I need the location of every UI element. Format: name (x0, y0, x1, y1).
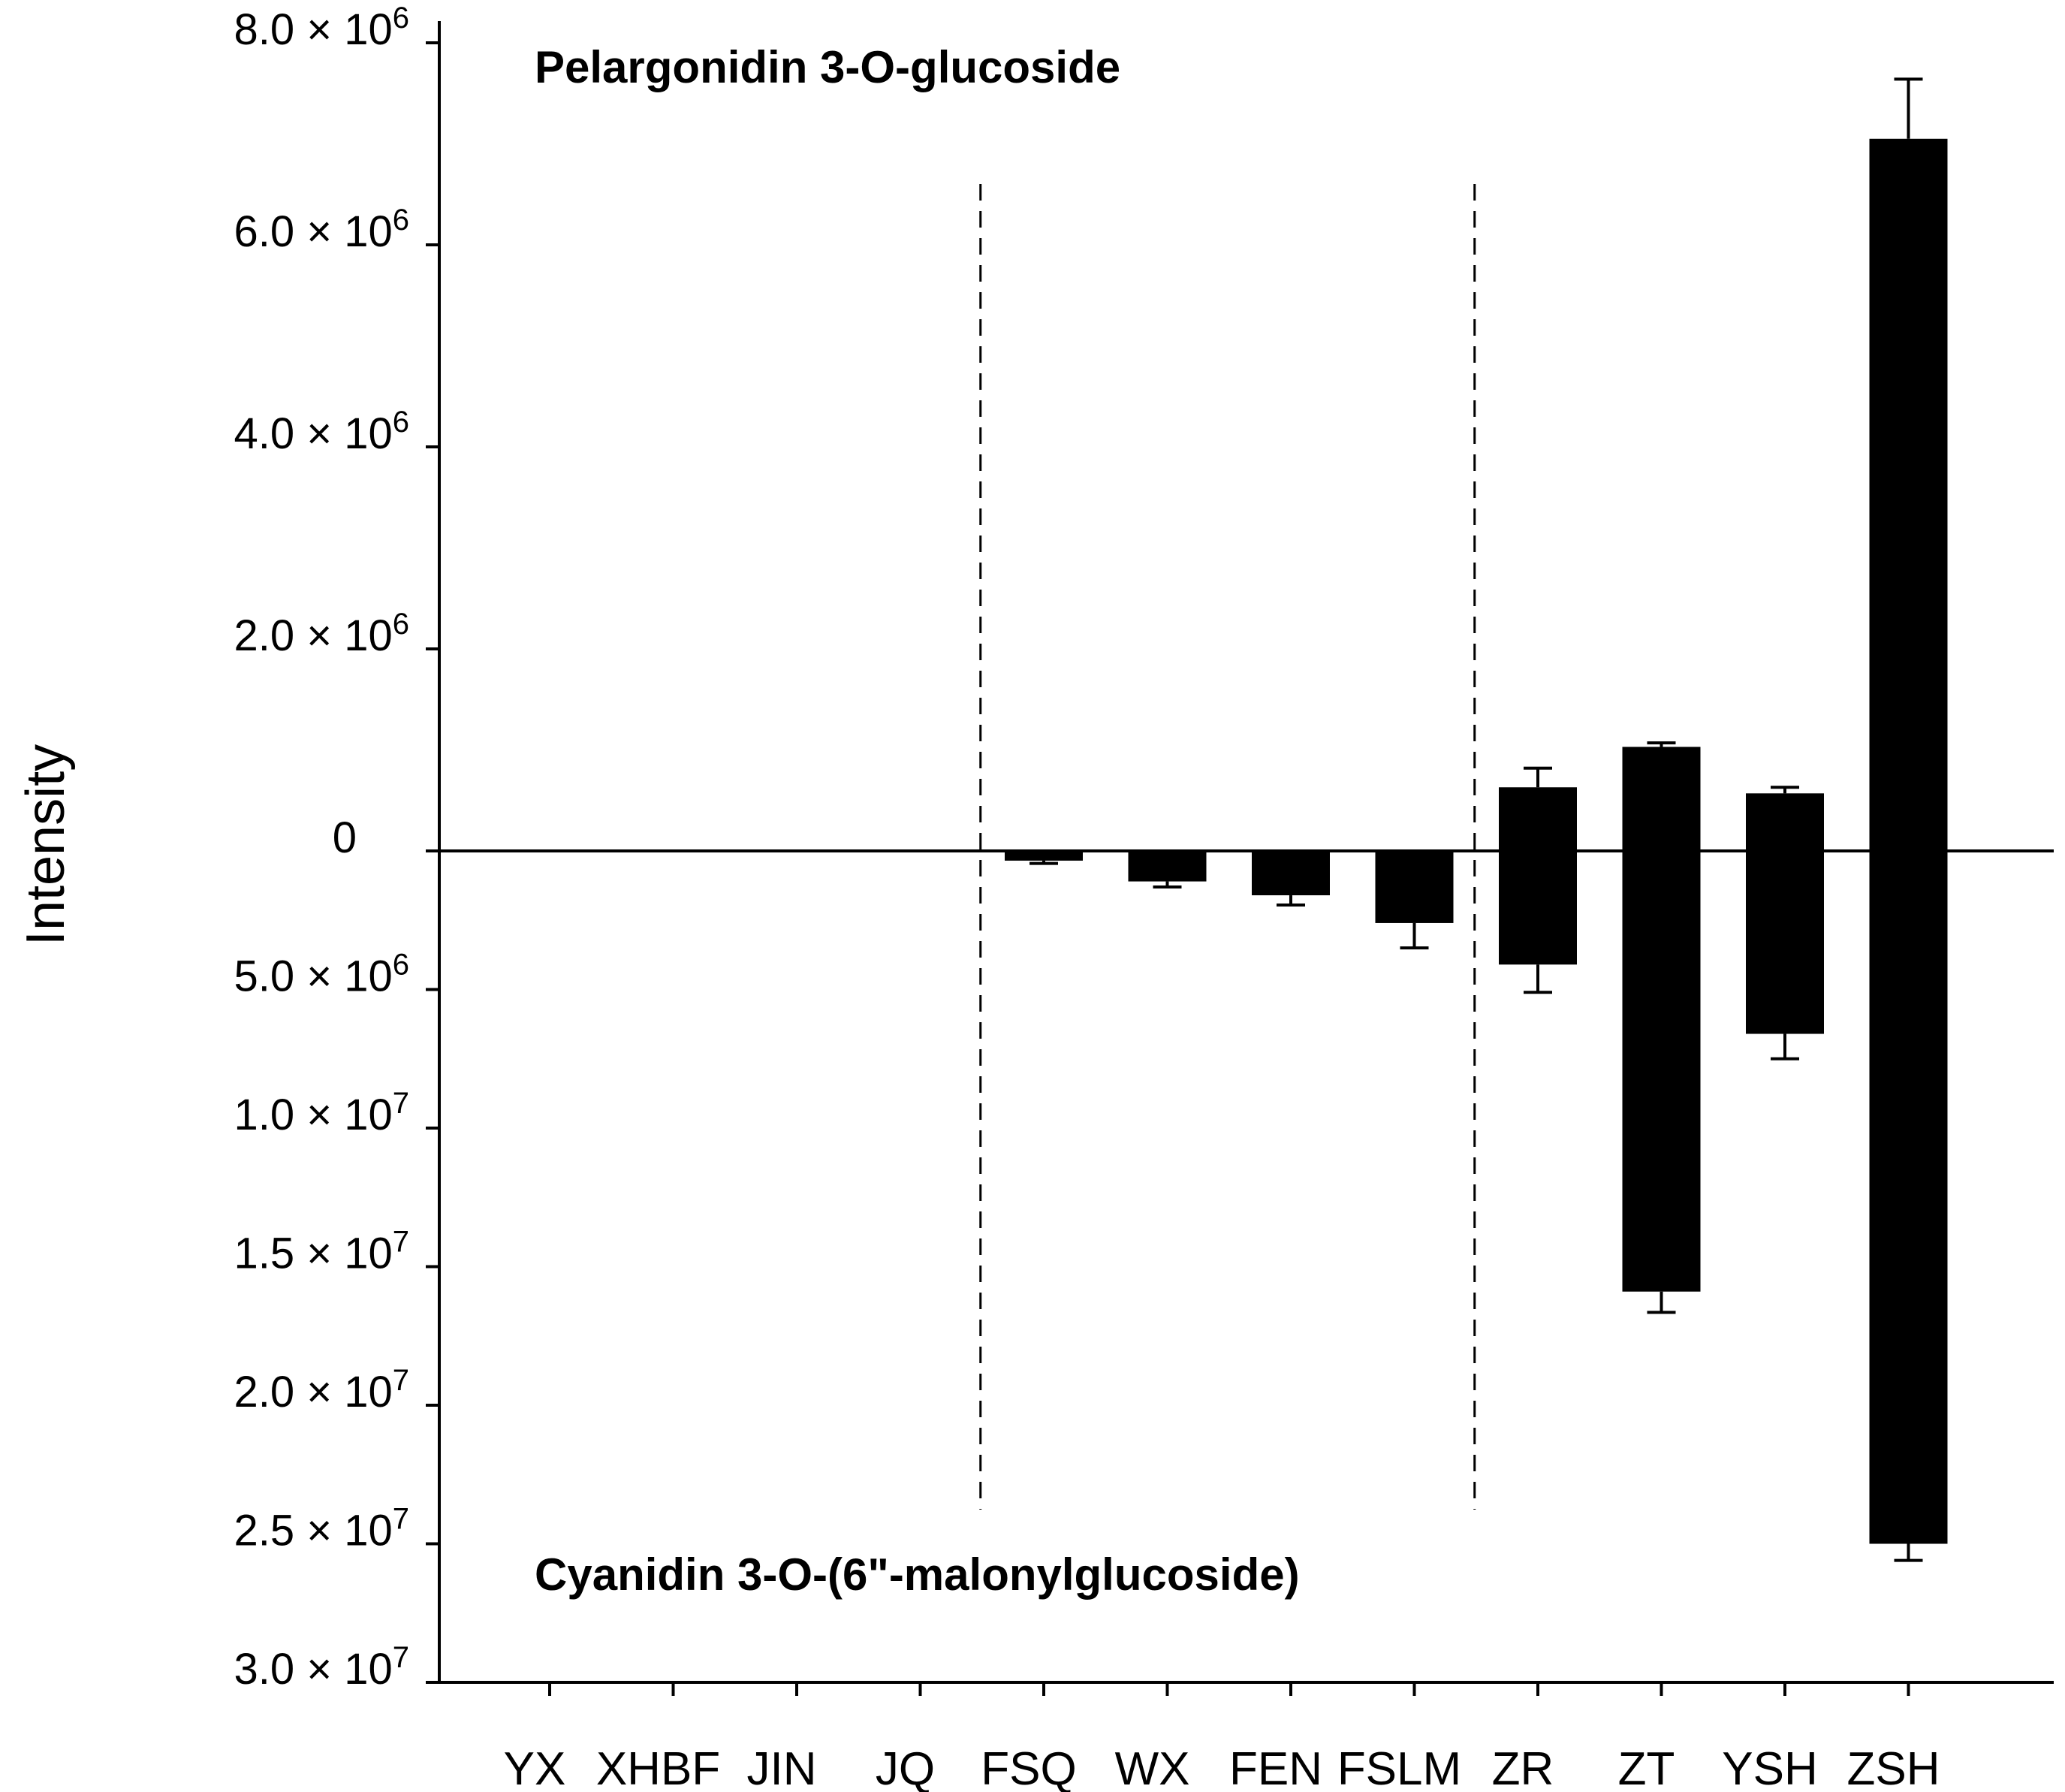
bar-upper (1499, 787, 1577, 851)
bar-lower (1375, 851, 1454, 923)
y-tick-label: 2.0 × 106 (234, 608, 410, 660)
y-tick-label: 4.0 × 106 (234, 406, 410, 458)
bar-lower (1746, 851, 1824, 1034)
x-ticks: YX XHBF JIN JQ FSQ WX FEN FSLM ZR ZT YSH ZSH (504, 1682, 1940, 1792)
x-tick-label: ZR (1492, 1743, 1554, 1792)
bar-upper (1746, 793, 1824, 851)
y-axis-title: Intensity (16, 744, 76, 946)
y-tick-label: 1.0 × 107 (234, 1087, 410, 1139)
y-tick-label: 5.0 × 106 (234, 949, 410, 1001)
bar-lower (1005, 851, 1083, 861)
lower-panel-label: Cyanidin 3-O-(6"-malonylglucoside) (535, 1549, 1300, 1600)
x-tick-label: XHBF (596, 1743, 720, 1792)
x-tick-label: ZT (1618, 1743, 1675, 1792)
y-tick-label: 2.5 × 107 (234, 1503, 410, 1555)
y-tick-label: 1.5 × 107 (234, 1226, 410, 1278)
x-tick-label: FSQ (981, 1743, 1076, 1792)
x-tick-label: JIN (747, 1743, 817, 1792)
x-tick-label: WX (1115, 1743, 1190, 1792)
upper-panel-label: Pelargonidin 3-O-glucoside (535, 42, 1120, 92)
x-tick-label: FEN (1229, 1743, 1322, 1792)
x-tick-label: YX (504, 1743, 566, 1792)
bar-lower (1622, 851, 1701, 1292)
x-tick-label: FSLM (1337, 1743, 1461, 1792)
y-tick-label: 0 (333, 813, 357, 862)
x-tick-label: YSH (1722, 1743, 1817, 1792)
x-tick-label: ZSH (1847, 1743, 1940, 1792)
bar-upper (1622, 747, 1701, 851)
y-tick-label: 8.0 × 106 (234, 2, 410, 54)
bar-upper (1869, 138, 1948, 851)
bar-lower (1252, 851, 1330, 896)
error-bars (1029, 77, 1923, 1562)
bar-lower (1128, 851, 1207, 882)
group-dividers (979, 184, 1476, 1510)
bars (1005, 138, 1948, 1544)
y-ticks: 0 2.0 × 106 4.0 × 106 6.0 × 106 8.0 × 106 5.0… (234, 2, 439, 1694)
y-tick-label: 3.0 × 107 (234, 1641, 410, 1694)
axes (438, 21, 2054, 1684)
x-tick-label: JQ (876, 1743, 935, 1792)
bar-lower (1499, 851, 1577, 965)
y-tick-label: 2.0 × 107 (234, 1364, 410, 1416)
y-tick-label: 6.0 × 106 (234, 204, 410, 256)
bar-lower (1869, 851, 1948, 1544)
